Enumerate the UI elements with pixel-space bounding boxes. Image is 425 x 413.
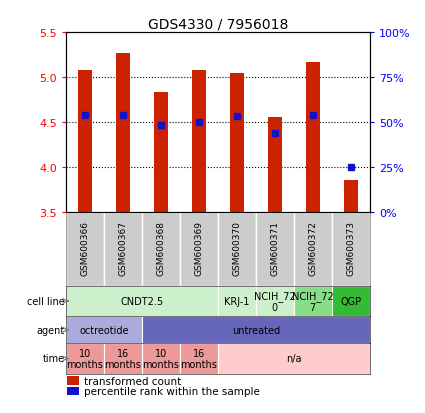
Text: GSM600368: GSM600368 (156, 220, 165, 275)
Text: agent: agent (37, 325, 65, 335)
Bar (142, 317, 370, 343)
Text: 16
months: 16 months (105, 348, 141, 369)
Bar (230, 74, 244, 212)
Text: GSM600367: GSM600367 (118, 220, 127, 275)
Bar (78, 71, 92, 212)
Text: 10
months: 10 months (66, 348, 103, 369)
Bar (192, 71, 206, 212)
Bar (294, 286, 332, 317)
Text: GSM600372: GSM600372 (308, 220, 317, 275)
Bar (256, 286, 294, 317)
Text: QGP: QGP (340, 296, 361, 306)
Bar (66, 286, 218, 317)
Bar (66, 317, 142, 343)
Bar (66, 212, 104, 286)
Text: GSM600366: GSM600366 (80, 220, 89, 275)
Title: GDS4330 / 7956018: GDS4330 / 7956018 (147, 18, 288, 32)
Bar (104, 343, 142, 374)
Text: transformed count: transformed count (84, 376, 181, 386)
Text: GSM600373: GSM600373 (346, 220, 355, 275)
Bar (343, 181, 358, 212)
Text: CNDT2.5: CNDT2.5 (120, 296, 163, 306)
Bar (256, 212, 294, 286)
Bar (218, 212, 256, 286)
Bar (180, 343, 218, 374)
Text: 10
months: 10 months (142, 348, 179, 369)
Text: untreated: untreated (232, 325, 280, 335)
Bar (332, 286, 370, 317)
Bar (332, 212, 370, 286)
Text: n/a: n/a (286, 354, 301, 363)
Text: GSM600370: GSM600370 (232, 220, 241, 275)
Bar (306, 63, 320, 212)
Bar (153, 93, 168, 212)
Text: GSM600369: GSM600369 (194, 220, 203, 275)
Bar (294, 212, 332, 286)
Text: NCIH_72
0: NCIH_72 0 (254, 290, 296, 313)
Bar (66, 343, 104, 374)
Bar (68, 376, 79, 385)
Bar (218, 343, 370, 374)
Text: cell line: cell line (27, 296, 65, 306)
Text: NCIH_72
7: NCIH_72 7 (292, 290, 334, 313)
Bar (218, 286, 256, 317)
Bar (142, 343, 180, 374)
Bar (104, 212, 142, 286)
Bar (116, 54, 130, 212)
Text: percentile rank within the sample: percentile rank within the sample (84, 386, 260, 396)
Bar (142, 212, 180, 286)
Bar (68, 387, 79, 395)
Text: 16
months: 16 months (180, 348, 217, 369)
Text: GSM600371: GSM600371 (270, 220, 279, 275)
Bar (268, 118, 282, 212)
Bar (180, 212, 218, 286)
Text: octreotide: octreotide (79, 325, 129, 335)
Text: time: time (43, 354, 65, 363)
Text: KRJ-1: KRJ-1 (224, 296, 249, 306)
